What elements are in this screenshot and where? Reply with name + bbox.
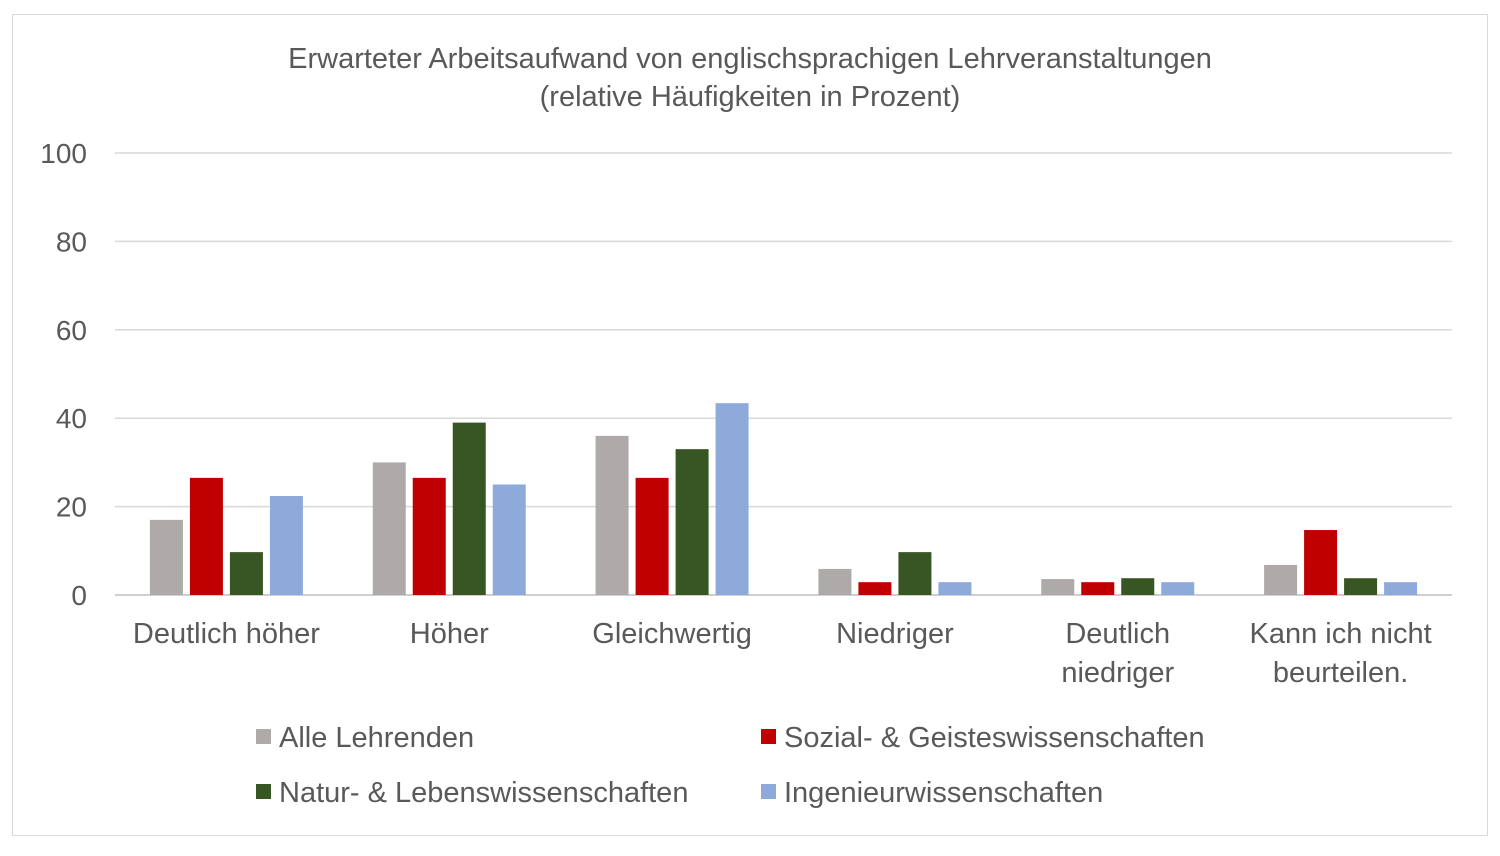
legend-label: Natur- & Lebenswissenschaften bbox=[279, 777, 688, 809]
legend-label: Sozial- & Geisteswissenschaften bbox=[784, 722, 1205, 754]
x-tick-label: niedriger bbox=[1061, 657, 1174, 689]
bar bbox=[1041, 579, 1075, 595]
bar bbox=[149, 519, 183, 595]
bar bbox=[1264, 564, 1298, 595]
y-tick-label: 60 bbox=[56, 315, 87, 346]
x-tick-label: Gleichwertig bbox=[592, 618, 752, 650]
y-tick-label: 0 bbox=[71, 580, 87, 611]
bar bbox=[412, 477, 446, 595]
bar bbox=[1344, 578, 1378, 595]
y-tick-label: 40 bbox=[56, 403, 87, 434]
bar bbox=[1384, 582, 1418, 595]
bar bbox=[818, 568, 852, 595]
chart-title: Erwarteter Arbeitsaufwand von englischsp… bbox=[288, 43, 1212, 75]
bar bbox=[492, 484, 526, 595]
bar bbox=[1304, 530, 1338, 595]
y-tick-label: 80 bbox=[56, 226, 87, 257]
bar bbox=[452, 422, 486, 595]
legend-label: Ingenieurwissenschaften bbox=[784, 777, 1103, 809]
legend-swatch bbox=[761, 729, 776, 744]
legend-swatch bbox=[256, 729, 271, 744]
bar bbox=[595, 435, 629, 595]
bar bbox=[858, 582, 892, 595]
legend-swatch bbox=[256, 784, 271, 799]
bar bbox=[1161, 582, 1195, 595]
legend-swatch bbox=[761, 784, 776, 799]
y-tick-label: 100 bbox=[40, 138, 87, 169]
x-tick-label: Deutlich höher bbox=[133, 618, 320, 650]
bar bbox=[189, 477, 223, 595]
chart-frame bbox=[12, 14, 1488, 836]
legend-label: Alle Lehrenden bbox=[279, 722, 474, 754]
bar bbox=[938, 582, 972, 595]
bar bbox=[635, 477, 669, 595]
x-tick-label: Höher bbox=[410, 618, 489, 650]
x-tick-label: beurteilen. bbox=[1273, 657, 1408, 689]
bar bbox=[1121, 578, 1155, 595]
bar bbox=[898, 552, 932, 595]
bar bbox=[675, 449, 709, 595]
x-tick-label: Kann ich nicht bbox=[1249, 618, 1431, 650]
chart-subtitle: (relative Häufigkeiten in Prozent) bbox=[540, 81, 961, 113]
bar bbox=[229, 552, 263, 595]
bar bbox=[269, 495, 303, 595]
x-tick-label: Deutlich bbox=[1065, 618, 1170, 650]
bar bbox=[715, 403, 749, 595]
bar bbox=[372, 462, 406, 595]
y-tick-label: 20 bbox=[56, 492, 87, 523]
bar bbox=[1081, 582, 1115, 595]
x-tick-label: Niedriger bbox=[836, 618, 954, 650]
